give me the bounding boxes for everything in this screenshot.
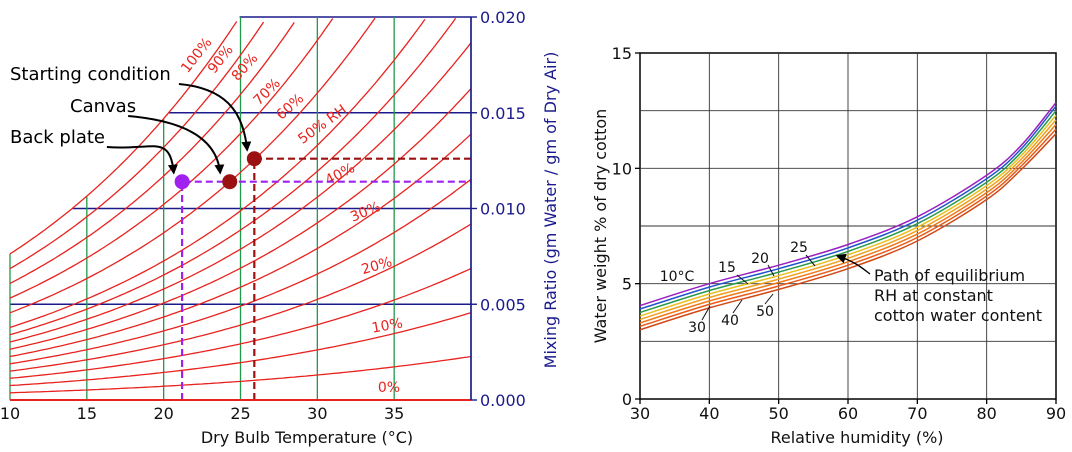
x-tick-label: 25 bbox=[230, 404, 250, 423]
y-tick-label: 0.020 bbox=[480, 8, 526, 27]
cotton-label-leader bbox=[764, 293, 774, 305]
rh-curve bbox=[9, 22, 295, 284]
condition-point-marker bbox=[222, 174, 238, 190]
cotton-annotation-text: RH at constant bbox=[874, 286, 993, 305]
cotton-grid bbox=[640, 53, 1056, 399]
rh-label: 60% bbox=[273, 91, 307, 124]
rh-curve bbox=[9, 312, 472, 387]
cotton-series-labels: 10°C 15 20 25 30 40 50 bbox=[660, 240, 816, 336]
condition-point-arrow bbox=[128, 115, 225, 175]
cotton-annotation-arrow bbox=[835, 253, 871, 275]
cotton-series-label: 40 bbox=[721, 313, 739, 329]
x-tick-label: 10 bbox=[0, 404, 20, 423]
y-tick-label: 0.015 bbox=[480, 104, 526, 123]
rh-curve bbox=[9, 178, 472, 365]
cotton-label-leader bbox=[805, 254, 816, 267]
cotton-x-tick-label: 50 bbox=[768, 404, 788, 423]
rh-curve bbox=[9, 355, 472, 394]
cotton-series-label: 20 bbox=[751, 251, 769, 267]
cotton-x-tick-label: 60 bbox=[838, 404, 858, 423]
condition-point-marker bbox=[246, 151, 262, 167]
cotton-series-label: 10°C bbox=[660, 269, 695, 285]
cotton-series-lines bbox=[639, 102, 1057, 331]
cotton-series-label: 25 bbox=[790, 240, 808, 256]
cotton-label-leader bbox=[767, 264, 775, 277]
y-tick-label: 0.000 bbox=[480, 391, 526, 410]
rh-label: 40% bbox=[323, 160, 358, 189]
y-axis-label: Mixing Ratio (gm Water / gm of Dry Air) bbox=[541, 52, 560, 369]
cotton-series-line bbox=[639, 110, 1057, 314]
rh-curve bbox=[9, 17, 376, 314]
cotton-y-tick-label: 10 bbox=[612, 159, 632, 178]
cotton-x-tick-label: 30 bbox=[630, 404, 650, 423]
back-plate-guide bbox=[181, 180, 471, 400]
condition-point-label: Canvas bbox=[70, 96, 136, 117]
condition-guides bbox=[181, 157, 471, 400]
condition-point-arrow bbox=[106, 145, 178, 175]
rh-label: 0% bbox=[378, 380, 400, 396]
cotton-x-tick-label: 80 bbox=[976, 404, 996, 423]
cotton-series-label: 50 bbox=[756, 304, 774, 320]
cotton-annotation-text: Path of equilibrium bbox=[874, 266, 1025, 285]
x-tick-label: 30 bbox=[307, 404, 327, 423]
rh-curve bbox=[9, 18, 334, 299]
rh-curve bbox=[9, 223, 472, 372]
cotton-x-axis-label: Relative humidity (%) bbox=[770, 428, 943, 447]
rh-curve bbox=[9, 21, 265, 270]
psychrometric-axes: 10 15 20 25 30 35 0.000 0.005 0.010 0.015 0.020 bbox=[0, 8, 526, 423]
x-axis-label: Dry Bulb Temperature (°C) bbox=[201, 428, 413, 447]
cotton-x-tick-label: 40 bbox=[699, 404, 719, 423]
rh-curve bbox=[9, 42, 472, 343]
cotton-series-label: 30 bbox=[688, 320, 706, 336]
cotton-series-line bbox=[639, 123, 1057, 324]
starting-condition-guide bbox=[253, 157, 471, 400]
cotton-label-leader bbox=[732, 299, 743, 314]
cotton-y-axis-label: Water weight % of dry cotton bbox=[591, 109, 610, 344]
condition-points: Starting condition Canvas Back plate bbox=[10, 64, 262, 190]
condition-point-arrow bbox=[178, 83, 252, 152]
rh-curve bbox=[9, 133, 472, 358]
cotton-y-tick-label: 15 bbox=[612, 44, 632, 63]
rh-curve bbox=[9, 88, 472, 350]
cotton-y-tick-label: 0 bbox=[622, 390, 632, 409]
condition-point-label: Back plate bbox=[10, 127, 105, 148]
cotton-series-line bbox=[639, 105, 1057, 310]
rh-curve bbox=[9, 17, 457, 336]
cotton-series-line bbox=[639, 102, 1057, 307]
rh-curve bbox=[9, 19, 426, 329]
cotton-series-line bbox=[639, 119, 1057, 321]
cotton-series-line bbox=[639, 133, 1057, 331]
cotton-axes: 30 40 50 60 70 80 90 0 5 10 15 bbox=[612, 44, 1067, 423]
cotton-label-leader bbox=[736, 274, 749, 285]
cotton-x-tick-label: 70 bbox=[907, 404, 927, 423]
cotton-series-line bbox=[639, 114, 1057, 317]
cotton-series-line bbox=[639, 128, 1057, 328]
cotton-annotation-text: cotton water content bbox=[874, 306, 1042, 325]
y-tick-label: 0.010 bbox=[480, 200, 526, 219]
cotton-label-leader bbox=[701, 305, 711, 321]
x-tick-label: 15 bbox=[77, 404, 97, 423]
rh-label: 30% bbox=[348, 199, 383, 225]
cotton-x-tick-label: 90 bbox=[1046, 404, 1066, 423]
rh-curve bbox=[9, 21, 238, 255]
condition-point-label: Starting condition bbox=[10, 64, 171, 85]
x-tick-label: 35 bbox=[384, 404, 404, 423]
cotton-y-tick-label: 5 bbox=[622, 275, 632, 294]
x-tick-label: 20 bbox=[153, 404, 173, 423]
y-tick-label: 0.005 bbox=[480, 295, 526, 314]
rh-label: 10% bbox=[371, 315, 404, 336]
condition-point-marker bbox=[174, 174, 190, 190]
rh-curve bbox=[9, 267, 472, 379]
cotton-series-label: 15 bbox=[718, 260, 736, 276]
